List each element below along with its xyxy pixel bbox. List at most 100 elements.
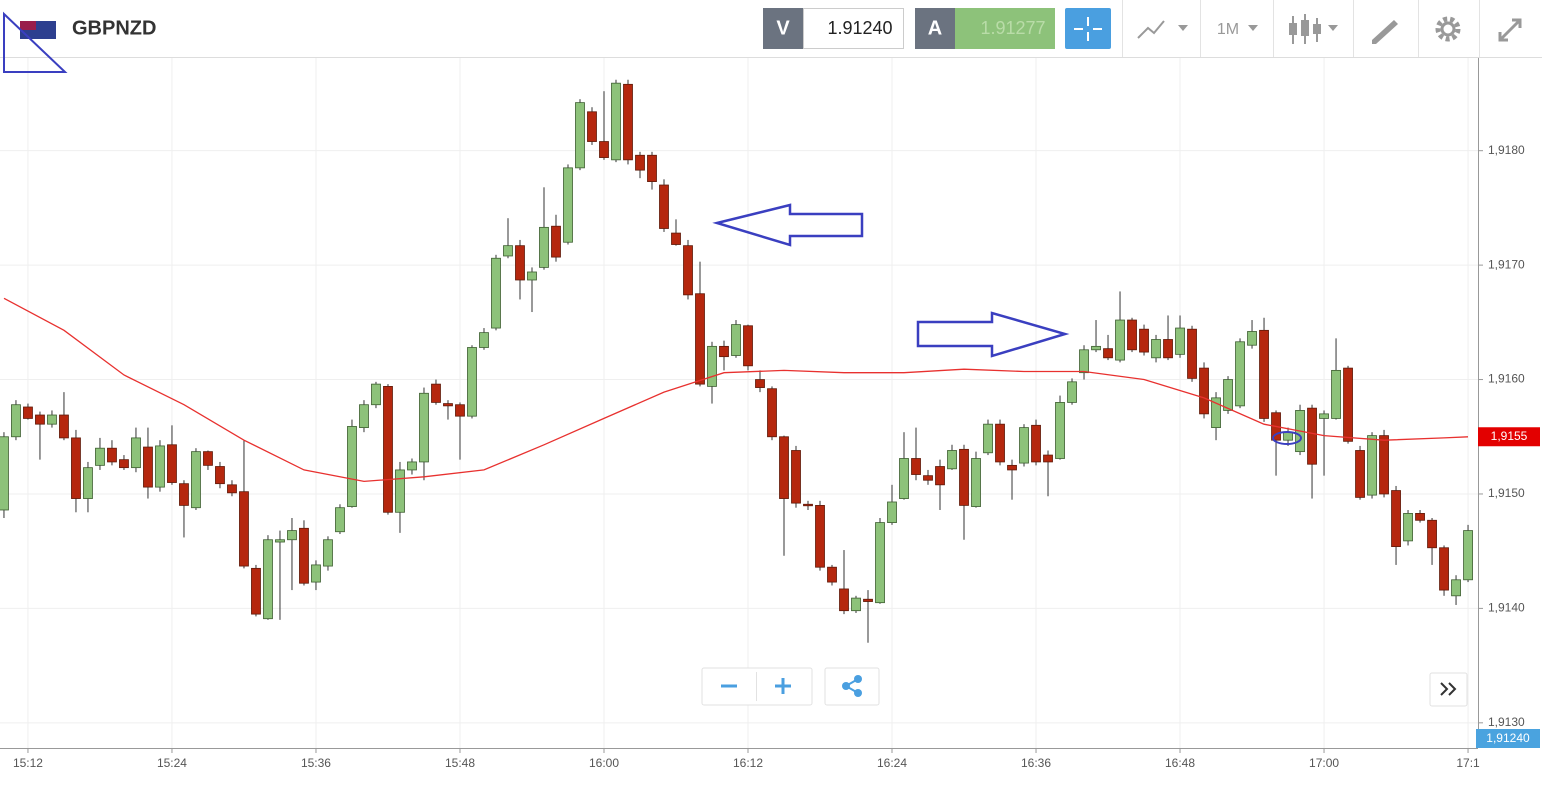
plot-area <box>0 79 1473 643</box>
candle-body <box>743 325 753 367</box>
candle-body <box>0 436 9 511</box>
candle-icon-body <box>1313 24 1321 34</box>
candle-body <box>719 345 729 358</box>
y-tick-label: 1,9130 <box>1488 715 1525 729</box>
candle-body <box>1175 327 1185 355</box>
candle-body <box>251 567 261 615</box>
crosshair-icon <box>1074 17 1102 41</box>
candle-body <box>851 597 861 612</box>
candle-body <box>827 566 837 583</box>
candle-body <box>371 383 381 406</box>
candle-body <box>275 539 285 543</box>
candle-body <box>503 245 513 257</box>
candle-body <box>1235 341 1245 407</box>
candle-body <box>239 491 249 567</box>
x-tick-label: 17:00 <box>1309 756 1339 770</box>
candle-body <box>1331 369 1341 419</box>
candle-body <box>683 245 693 296</box>
candle-body <box>1139 328 1149 353</box>
candle-body <box>1067 381 1077 403</box>
share-icon-node <box>854 675 862 683</box>
timeframe[interactable]: 1M <box>1217 21 1239 38</box>
settings-icon[interactable] <box>1435 16 1461 42</box>
symbol: GBPNZD <box>72 17 156 39</box>
candle-body <box>695 293 705 385</box>
candle-body <box>779 436 789 499</box>
sell-button[interactable] <box>763 8 803 49</box>
candle-body <box>1091 345 1101 351</box>
candle-body <box>119 459 129 469</box>
candle-body <box>539 226 549 268</box>
candle-body <box>491 257 501 329</box>
candle-body <box>635 154 645 171</box>
candle-body <box>1427 519 1437 549</box>
candle-body <box>107 447 117 463</box>
candle-body <box>647 154 657 182</box>
share-button[interactable] <box>824 667 880 706</box>
last-price-label: 1,9155 <box>1491 429 1528 443</box>
candle-body <box>755 379 765 388</box>
last-price-badge <box>1478 427 1540 447</box>
candle-body <box>1115 319 1125 361</box>
candle-body <box>1019 427 1029 464</box>
crosshair-button[interactable] <box>1065 8 1111 49</box>
candle-icon-body <box>1301 20 1309 36</box>
candle-body <box>95 447 105 466</box>
candle-body <box>575 102 585 169</box>
sell-label: V <box>776 17 790 39</box>
y-tick-label: 1,9140 <box>1488 601 1525 615</box>
moving-average-line <box>3 297 1469 483</box>
candle-body <box>875 522 885 604</box>
zoom-in-button[interactable] <box>775 678 791 694</box>
candle-body <box>35 414 45 425</box>
candle-body <box>323 539 333 567</box>
candle-body <box>599 141 609 158</box>
indicator-icon[interactable] <box>1137 20 1165 39</box>
y-tick-label: 1,9170 <box>1488 257 1525 271</box>
candle-body <box>1355 450 1365 498</box>
candle-body <box>455 404 465 417</box>
candle-body <box>443 403 453 407</box>
candle-body <box>1211 397 1221 429</box>
candle-body <box>983 423 993 454</box>
x-tick-label: 15:12 <box>13 756 43 770</box>
candle-body <box>1391 490 1401 548</box>
candle-body <box>1031 424 1041 463</box>
candle-body <box>1307 407 1317 465</box>
candle-body <box>923 475 933 481</box>
buy-button[interactable] <box>915 8 955 49</box>
candle-body <box>1343 367 1353 442</box>
candle-body <box>995 423 1005 463</box>
candle-body <box>395 469 405 513</box>
candle-body <box>1403 513 1413 542</box>
candle-body <box>467 347 477 417</box>
candle-body <box>71 437 81 499</box>
x-tick-label: 15:24 <box>157 756 187 770</box>
candle-body <box>1247 331 1257 346</box>
candle-body <box>1007 464 1017 471</box>
candle-body <box>215 466 225 485</box>
candle-body <box>1463 530 1473 581</box>
annotation-ellipse <box>1272 431 1302 445</box>
candle-body <box>179 483 189 506</box>
y-tick-label: 1,9180 <box>1488 143 1525 157</box>
candle-body <box>1043 454 1053 463</box>
candle-body <box>311 564 321 583</box>
candle-body <box>1379 435 1389 495</box>
candle-body <box>83 467 93 499</box>
bid-badge <box>1476 729 1540 748</box>
buy-price-box[interactable] <box>955 8 1055 49</box>
expand-icon[interactable] <box>1498 18 1522 42</box>
candle-icon-body <box>1289 23 1297 35</box>
candle-body <box>299 527 309 584</box>
candle-body <box>1319 413 1329 419</box>
sell-price-box[interactable] <box>803 8 904 49</box>
candle-body <box>227 484 237 494</box>
dropdown-caret <box>1248 25 1258 31</box>
scroll-end-button[interactable] <box>1429 672 1468 707</box>
candle-body <box>383 386 393 513</box>
drawing-icon[interactable] <box>1372 20 1398 44</box>
scroll-end-icon <box>1440 682 1457 696</box>
candle-body <box>887 501 897 523</box>
toolbar: GBPNZD V 1.91240 A 1.91277 1M <box>0 0 1542 58</box>
